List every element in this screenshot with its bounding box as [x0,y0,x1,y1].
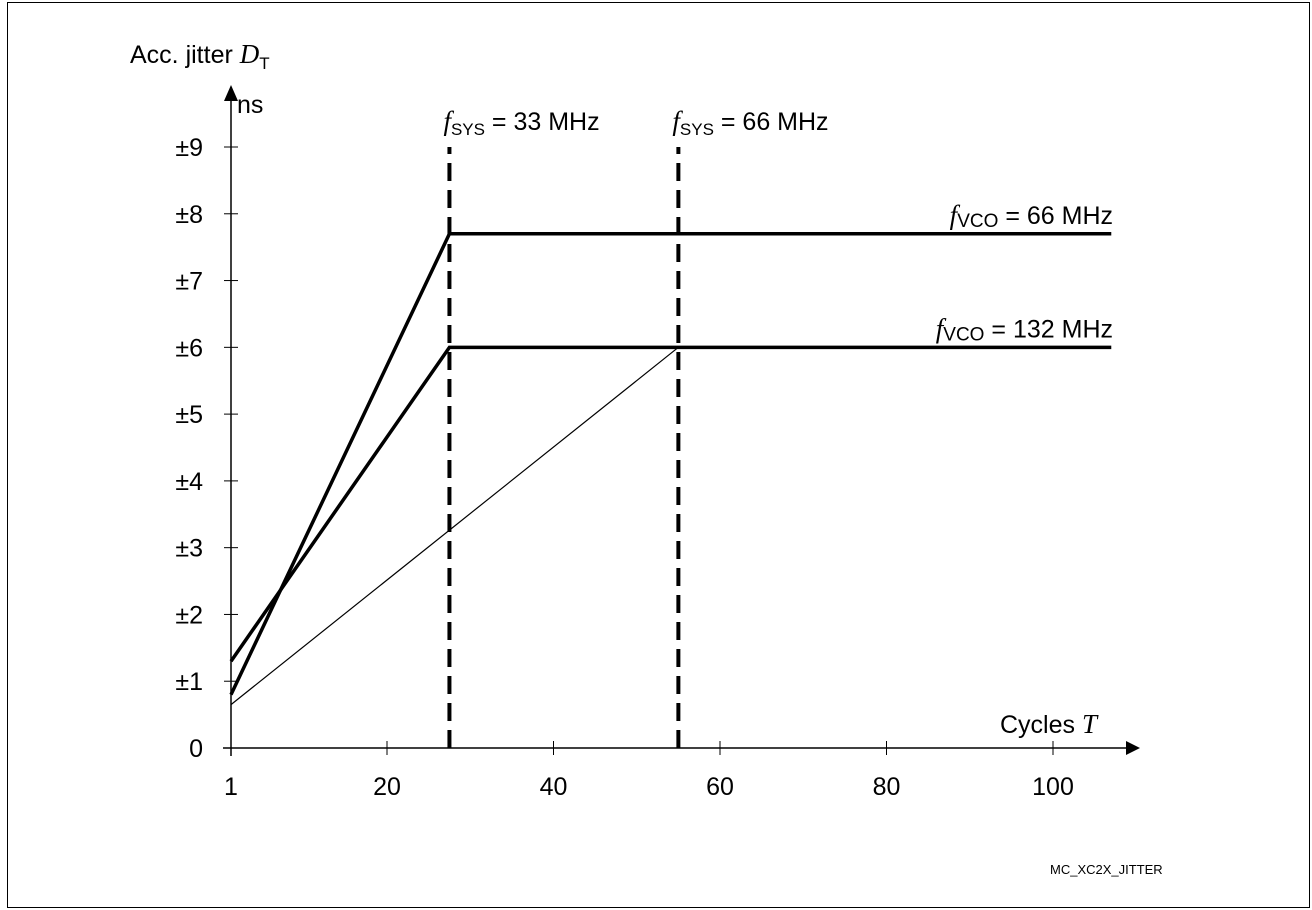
series-label: fVCO = 66 MHz [950,200,1113,232]
series-line [229,232,1112,696]
x-tick-label: 80 [873,773,901,801]
x-tick-label: 60 [706,773,734,801]
y-tick-label: ±5 [175,401,203,429]
frequency-markers: fSYS = 33 MHz fSYS = 66 MHz [443,106,829,748]
y-axis-unit: ns [237,91,263,119]
y-tick-label: ±9 [175,134,203,162]
series-lines: fVCO = 66 MHz fVCO = 132 MHz [229,200,1113,706]
tick-marks: 0 ±1 ±2 ±3 ±4 ±5 ±6 ±7 ±8 ±9 1 20 40 60 80 100 [175,134,1073,801]
axes [223,85,1140,756]
figure-frame [7,2,1310,908]
x-axis-label: Cycles T [1000,709,1099,739]
y-tick-label: ±4 [175,468,203,496]
series-label: fVCO = 132 MHz [936,313,1113,345]
y-tick-label: ±1 [175,668,203,696]
series-line [229,345,1112,663]
series-line [230,346,679,706]
marker-label: fSYS = 66 MHz [672,106,828,139]
y-tick-label: ±3 [175,535,203,563]
x-tick-label: 40 [540,773,568,801]
y-axis-arrow [224,85,238,101]
x-tick-label: 1 [224,773,238,801]
chart-labels: Acc. jitter DT ns Cycles T MC_XC2X_JITTE… [130,39,1163,877]
y-tick-label: 0 [189,735,203,763]
x-tick-label: 20 [373,773,401,801]
y-tick-label: ±2 [175,601,203,629]
y-tick-label: ±8 [175,201,203,229]
y-tick-label: ±7 [175,268,203,296]
figure-id: MC_XC2X_JITTER [1050,862,1163,877]
marker-label: fSYS = 33 MHz [443,106,599,139]
x-tick-label: 100 [1032,773,1074,801]
y-axis-label: Acc. jitter DT [130,39,270,73]
x-axis-arrow [1126,741,1140,755]
y-tick-label: ±6 [175,334,203,362]
